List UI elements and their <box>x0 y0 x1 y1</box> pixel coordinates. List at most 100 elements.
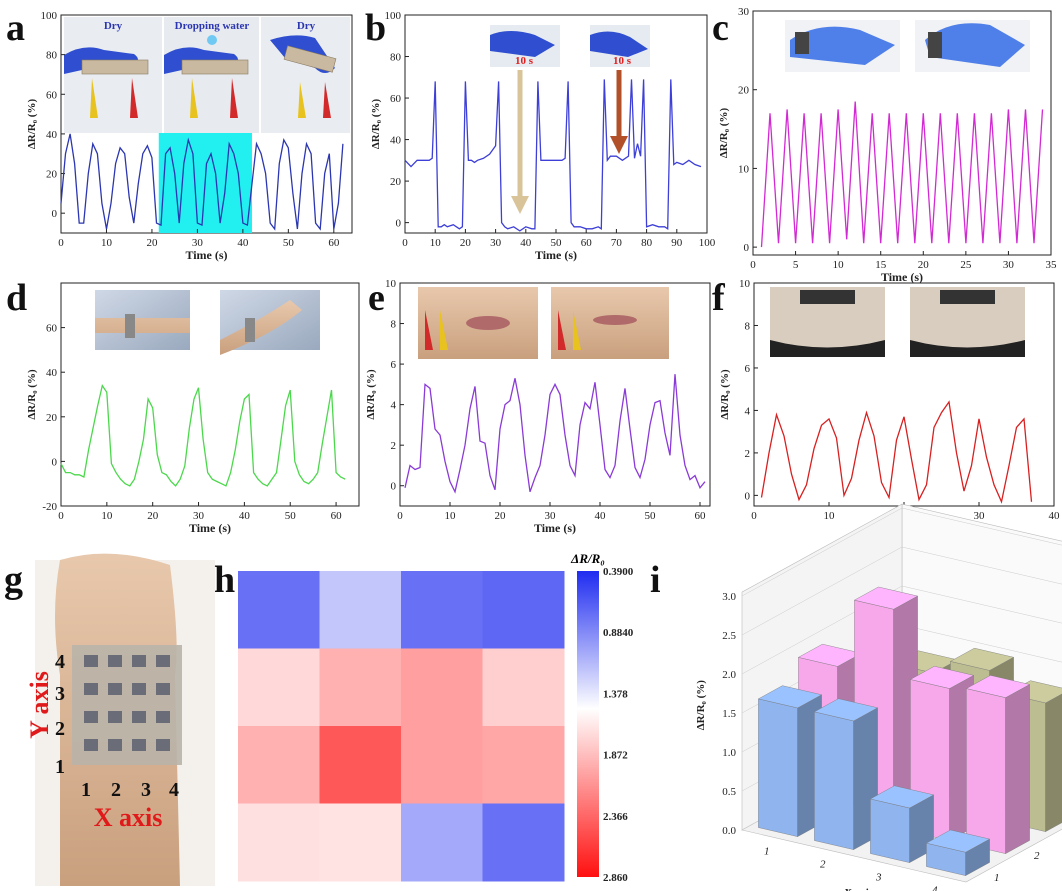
sensor-strip-icon <box>125 314 135 338</box>
z-tick-label: 1.0 <box>722 747 736 759</box>
bar-top <box>869 785 935 809</box>
x-tick-label: 10 <box>824 510 836 522</box>
bar-front <box>870 798 910 863</box>
chart-b: 0 10 20 30 40 50 60 70 80 90 100 0 20 40 60 80 100 Time (… <box>370 10 716 262</box>
bar-top <box>909 666 975 689</box>
y-tick-label: -20 <box>42 501 57 513</box>
x-tick-label: 2 <box>820 859 826 871</box>
x-tick-label: 20 <box>146 237 158 249</box>
x-axis-label: Time (s) <box>881 270 923 284</box>
wrist-x-number: 1 <box>81 779 91 801</box>
y-tick-label: 4 <box>391 400 397 412</box>
z-tick-label: 0.0 <box>722 825 736 837</box>
heatmap-cell <box>238 803 320 882</box>
panel-letter-h: h <box>214 559 235 601</box>
x-tick-label: 10 <box>101 237 113 249</box>
bar-side <box>1045 693 1062 832</box>
chart-i: 0.00.51.01.52.02.53.0ΔR/R₀ (%)12341234X … <box>695 503 1062 891</box>
y-tick-label: 10 <box>739 278 751 290</box>
x-tick-label: 60 <box>581 237 593 249</box>
annotation-a-dry-2: Dry <box>297 20 316 32</box>
bar-top <box>813 698 879 722</box>
x-tick-label: 50 <box>283 237 295 249</box>
z-tick-label: 2.0 <box>722 669 736 681</box>
x-tick-label: 20 <box>460 237 472 249</box>
y-tick-label: 8 <box>391 319 397 331</box>
y-tick-label: 0 <box>744 242 750 254</box>
x-tick-label: 30 <box>974 510 986 522</box>
heatmap-cell <box>319 803 402 882</box>
panel-letter-b: b <box>365 7 386 49</box>
y-tick-label: 60 <box>46 89 58 101</box>
x-tick-label: 30 <box>193 510 205 522</box>
y-tick-label: 20 <box>738 85 750 97</box>
sensor-array-icon <box>72 645 182 765</box>
x-tick-label: 0 <box>750 259 756 271</box>
panel-letter-f: f <box>712 277 726 319</box>
grid-line <box>901 507 1062 546</box>
heatmap-cell <box>238 648 320 727</box>
panel-e-frame <box>399 282 711 507</box>
bar-top <box>965 675 1031 698</box>
x-tick-label: 100 <box>699 237 716 249</box>
x-tick-label: 50 <box>551 237 563 249</box>
y-tick-label: 10 <box>738 163 750 175</box>
y-tick-label: 6 <box>745 363 751 375</box>
heatmap-cell <box>238 726 320 804</box>
x-tick-label: 0 <box>58 237 64 249</box>
x-tick-label: 40 <box>239 510 251 522</box>
wrist-y-number: 4 <box>55 651 65 673</box>
heatmap-cell <box>319 726 402 804</box>
x-tick-label: 30 <box>1003 259 1015 271</box>
annotation-b-10s-2: 10 s <box>613 55 632 67</box>
y-axis-label: ΔR/R₀ (%) <box>26 99 38 150</box>
y-tick-label: 2 <box>391 440 397 452</box>
grid-line <box>741 546 903 636</box>
y-tick-label: 40 <box>46 367 58 379</box>
y-tick-label: 1 <box>994 872 1000 884</box>
x-tick-label: 60 <box>695 510 707 522</box>
x-tick-label: 80 <box>641 237 653 249</box>
sensor-strip-icon <box>81 45 337 75</box>
heatmap-cell <box>238 571 320 649</box>
wrist-x-number: 2 <box>111 779 121 801</box>
x-axis-label: X axis <box>843 887 872 891</box>
heatmap-cell <box>401 803 483 882</box>
x-tick-label: 40 <box>595 510 607 522</box>
x-tick-label: 90 <box>671 237 683 249</box>
y-tick-label: 2 <box>1034 850 1040 862</box>
y-axis-label: ΔR/R₀ (%) <box>365 369 377 420</box>
x-tick-label: 4 <box>932 885 938 891</box>
y-tick-label: 20 <box>46 412 58 424</box>
series-line <box>760 101 1044 248</box>
y-axis-label: ΔR/R₀ (%) <box>26 369 38 420</box>
x-axis-label: Time (s) <box>534 521 576 535</box>
y-tick-label: 60 <box>390 93 402 105</box>
y-tick-label: 0 <box>745 490 751 502</box>
bar-front <box>758 698 798 837</box>
series-line <box>404 374 706 494</box>
z-tick-label: 1.5 <box>722 708 736 720</box>
x-tick-label: 15 <box>875 259 887 271</box>
series-line <box>60 133 344 231</box>
y-axis-label: ΔR/R₀ (%) <box>718 108 730 159</box>
y-tick-label: 40 <box>390 135 402 147</box>
series-line <box>404 79 702 232</box>
x-tick-label: 10 <box>101 510 113 522</box>
x-tick-label: 70 <box>611 237 623 249</box>
colorbar-tick-label: 0.3900 <box>603 566 634 578</box>
photo-a-dry-1 <box>64 17 162 133</box>
photo-a-dropping <box>164 17 259 133</box>
annotation-a-dry-1: Dry <box>104 20 123 32</box>
chart-e: 0 10 20 30 40 50 60 0 2 4 6 8 10 Time (s) ΔR/R₀ (%) <box>365 278 706 535</box>
z-tick-label: 0.5 <box>722 786 736 798</box>
sensor-strip-icon <box>928 32 942 58</box>
chart-a: 0 10 20 30 40 50 60 0 20 40 60 80 100 Time (s) ΔR/R₀ (… <box>26 10 344 262</box>
x-tick-label: 30 <box>490 237 502 249</box>
wrist-x-axis-title: X axis <box>94 803 163 832</box>
y-tick-label: 20 <box>390 176 402 188</box>
bar-top <box>949 647 1015 671</box>
x-tick-label: 35 <box>1046 259 1058 271</box>
